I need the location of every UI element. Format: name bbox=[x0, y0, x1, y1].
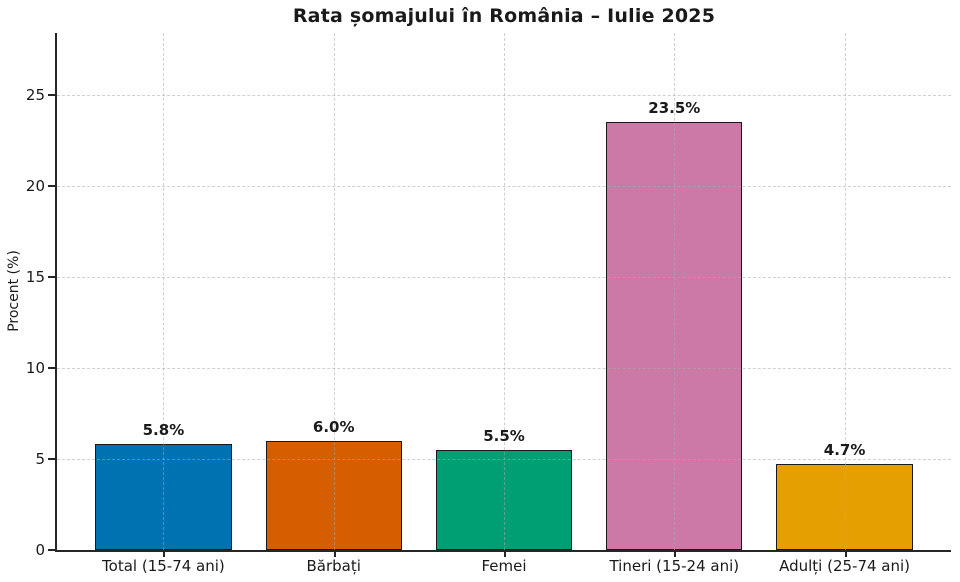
x-tick-mark bbox=[333, 552, 336, 557]
x-tick-mark bbox=[504, 552, 506, 557]
y-tick-mark bbox=[48, 457, 55, 460]
bar-value-label: 6.0% bbox=[312, 417, 355, 436]
gridline-horizontal bbox=[57, 276, 951, 278]
gridline-horizontal bbox=[57, 185, 951, 187]
x-tick-mark bbox=[163, 552, 166, 557]
y-tick-label: 5 bbox=[35, 449, 45, 468]
y-axis-label: Procent (%) bbox=[6, 250, 22, 332]
y-tick-mark bbox=[48, 275, 55, 278]
gridline-horizontal bbox=[57, 458, 951, 460]
plot-area: 5.8% 6.0% 5.5% 23.5% 4.7% bbox=[55, 33, 951, 552]
y-tick-label: 15 bbox=[25, 267, 45, 286]
bar-value-label: 23.5% bbox=[648, 99, 701, 118]
x-tick-label: Bărbați bbox=[306, 557, 361, 575]
y-tick-label: 10 bbox=[25, 358, 45, 377]
y-tick-label: 0 bbox=[35, 541, 45, 559]
bar-value-label: 5.5% bbox=[483, 426, 525, 445]
bar-value-label: 5.8% bbox=[142, 421, 185, 440]
y-tick-mark bbox=[48, 184, 55, 187]
y-tick-mark bbox=[48, 93, 55, 96]
bar-3 bbox=[435, 449, 573, 550]
bar-value-label: 4.7% bbox=[823, 441, 866, 460]
y-tick-mark bbox=[48, 549, 55, 551]
y-tick-mark bbox=[48, 366, 55, 369]
y-tick-label: 20 bbox=[25, 176, 45, 195]
gridline-vertical bbox=[163, 33, 165, 550]
x-tick-label: Tineri (15-24 ani) bbox=[609, 557, 740, 575]
x-tick-mark bbox=[674, 552, 677, 557]
gridline-vertical bbox=[674, 33, 676, 550]
x-tick-label: Femei bbox=[481, 557, 527, 575]
gridline-vertical bbox=[333, 33, 335, 550]
x-tick-label: Adulți (25-74 ani) bbox=[779, 557, 911, 575]
x-tick-mark bbox=[844, 552, 847, 557]
x-tick-label: Total (15-74 ani) bbox=[102, 557, 225, 575]
gridline-horizontal bbox=[57, 367, 951, 369]
y-tick-label: 25 bbox=[25, 85, 45, 104]
bar-4 bbox=[606, 122, 743, 550]
gridline-horizontal bbox=[57, 94, 951, 96]
chart-title: Rata șomajului în România – Iulie 2025 bbox=[292, 5, 716, 27]
gridline-vertical bbox=[504, 33, 505, 550]
gridline-vertical bbox=[844, 33, 846, 550]
